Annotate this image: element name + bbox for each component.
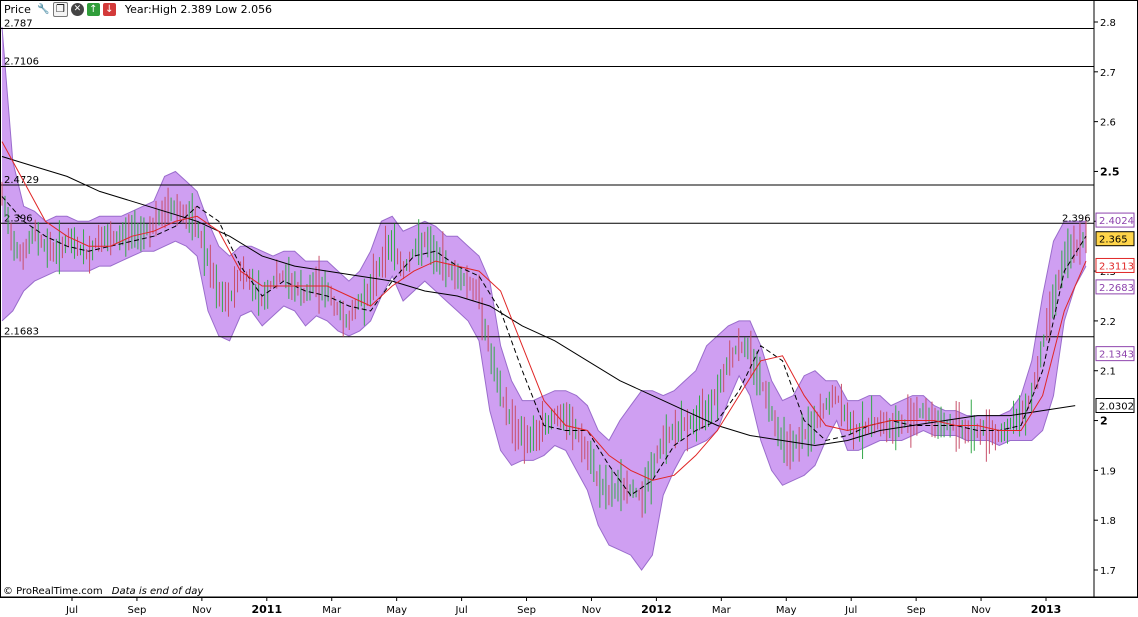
right-level-annotation: 2.396 bbox=[1062, 213, 1091, 224]
level-label-2: 2.4729 bbox=[4, 175, 39, 186]
arrow-up-icon[interactable]: ↑ bbox=[86, 2, 100, 16]
plot-frame bbox=[0, 0, 1138, 598]
chart-toolbar: Price 🔧 ❐ ✕ ↑ ↓ Year:High 2.389 Low 2.05… bbox=[0, 0, 272, 18]
level-label-4: 2.1683 bbox=[4, 327, 39, 338]
price-badge-label: 2.2683 bbox=[1099, 283, 1134, 294]
x-tick-label: Sep bbox=[128, 605, 147, 616]
chart-title: Price bbox=[4, 2, 31, 16]
bollinger-lower-line bbox=[1, 240, 1087, 571]
x-tick-label: Mar bbox=[322, 605, 342, 616]
price-badge-label: 2.4024 bbox=[1099, 216, 1134, 227]
x-tick-label: 2013 bbox=[1031, 603, 1062, 616]
y-tick-label: 1.9 bbox=[1100, 466, 1116, 477]
arrow-down-icon[interactable]: ↓ bbox=[102, 2, 116, 16]
y-tick-label: 2.8 bbox=[1100, 18, 1116, 29]
x-tick-label: Nov bbox=[971, 605, 991, 616]
close-icon[interactable]: ✕ bbox=[70, 2, 84, 16]
moving-average-short bbox=[1, 141, 1087, 481]
y-tick-label: 2 bbox=[1100, 415, 1108, 428]
x-tick-label: May bbox=[386, 605, 407, 616]
y-tick-label: 2.7 bbox=[1100, 68, 1116, 79]
price-badge bbox=[1095, 257, 1135, 273]
x-tick-label: Nov bbox=[582, 605, 602, 616]
y-tick-label: 2.2 bbox=[1100, 317, 1116, 328]
x-tick-label: Sep bbox=[517, 605, 536, 616]
x-tick-label: Mar bbox=[712, 605, 732, 616]
x-tick-label: 2011 bbox=[251, 603, 282, 616]
level-label-0: 2.787 bbox=[4, 18, 33, 29]
y-tick-label: 2.5 bbox=[1100, 165, 1120, 178]
x-tick-label: Jul bbox=[65, 605, 78, 616]
price-badge bbox=[1095, 279, 1135, 295]
year-range-text: Year:High 2.389 Low 2.056 bbox=[124, 2, 273, 16]
x-tick-label: Nov bbox=[192, 605, 212, 616]
x-tick-label: 2012 bbox=[641, 603, 672, 616]
x-tick-label: Jul bbox=[844, 605, 857, 616]
price-badge bbox=[1095, 346, 1135, 362]
y-tick-label: 1.7 bbox=[1100, 566, 1116, 577]
x-tick-label: May bbox=[776, 605, 797, 616]
y-tick-label: 2.1 bbox=[1100, 367, 1116, 378]
moving-average-mid bbox=[1, 196, 1087, 496]
data-note: Data is end of day bbox=[111, 586, 204, 597]
wrench-icon[interactable]: 🔧 bbox=[37, 3, 50, 15]
level-label-1: 2.7106 bbox=[4, 57, 39, 68]
price-badge-label: 2.365 bbox=[1099, 235, 1128, 246]
price-badge-label: 2.1343 bbox=[1099, 350, 1134, 361]
price-badge bbox=[1095, 212, 1135, 228]
price-badge-label: 2.0302 bbox=[1099, 402, 1134, 413]
bollinger-band-area bbox=[2, 27, 1086, 570]
x-tick-label: Sep bbox=[907, 605, 926, 616]
window-icon[interactable]: ❐ bbox=[52, 1, 68, 17]
chart-footer: © ProRealTime.com Data is end of day bbox=[3, 586, 203, 597]
price-badge bbox=[1095, 231, 1135, 247]
moving-average-long bbox=[1, 156, 1076, 447]
y-tick-label: 1.8 bbox=[1100, 516, 1116, 527]
x-tick-label: Jul bbox=[455, 605, 468, 616]
brand-text: © ProRealTime.com bbox=[3, 586, 103, 597]
price-badge bbox=[1095, 398, 1135, 414]
price-badge-label: 2.3113 bbox=[1099, 261, 1134, 272]
y-tick-label: 2.6 bbox=[1100, 118, 1116, 129]
bollinger-upper-line bbox=[1, 26, 1086, 442]
level-label-3: 2.396 bbox=[4, 213, 33, 224]
